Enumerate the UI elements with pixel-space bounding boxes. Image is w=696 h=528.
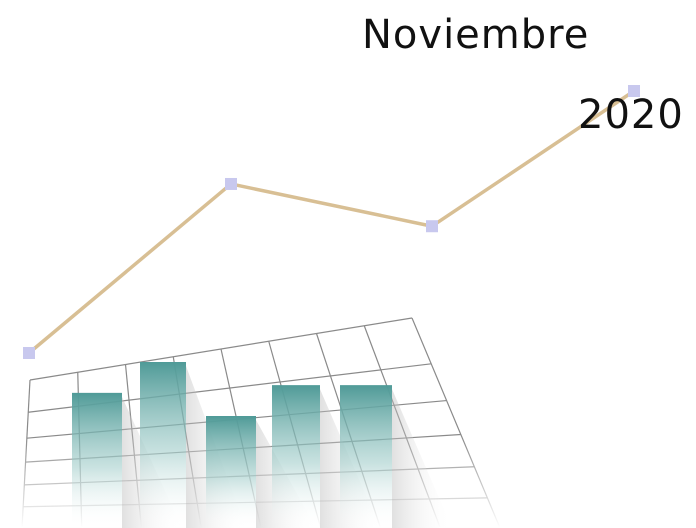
trend-line-group: [23, 85, 640, 359]
line-point-marker: [426, 220, 438, 233]
line-point-marker: [628, 85, 640, 97]
title-year: 2020: [578, 92, 684, 138]
grid-line: [21, 379, 31, 528]
bar: [272, 385, 320, 528]
trend-line: [27, 89, 635, 355]
bar-shadow: [392, 389, 452, 528]
title-month: Noviembre: [362, 12, 590, 58]
grid-line: [29, 317, 413, 381]
line-point-marker: [23, 347, 35, 359]
bar: [140, 362, 186, 528]
grid-line: [411, 317, 501, 528]
bar: [72, 392, 122, 528]
bar: [340, 385, 392, 528]
bar-shadow: [320, 389, 380, 528]
bar: [206, 416, 256, 528]
bar-group: [72, 362, 452, 528]
line-point-marker: [225, 177, 237, 190]
